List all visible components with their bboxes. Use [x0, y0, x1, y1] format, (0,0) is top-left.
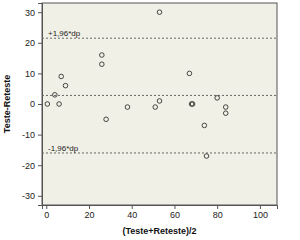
tick: 0 — [30, 99, 42, 109]
tick: 30 — [25, 8, 42, 18]
tick-mark — [217, 205, 218, 209]
tick-label: 20 — [25, 38, 35, 48]
tick-label: -10 — [22, 130, 35, 140]
tick: -10 — [22, 130, 42, 140]
tick-label: 60 — [170, 210, 180, 220]
x-axis-title: (Teste+Reteste)/2 — [122, 226, 196, 236]
y-axis: -30 -20 -10 0 10 20 30 — [22, 4, 43, 206]
plot: 0 20 40 60 80 100 -30 -20 -10 0 10 20 30 +1,96*dp -1,9… — [22, 3, 278, 220]
tick: 20 — [84, 205, 94, 220]
tick: -20 — [22, 161, 42, 171]
point — [157, 99, 162, 104]
plot-frame — [42, 3, 277, 205]
axis-line — [38, 4, 43, 206]
tick-mark — [46, 205, 47, 209]
point — [100, 53, 105, 58]
point — [59, 74, 64, 79]
point — [190, 102, 195, 107]
tick-label: 40 — [127, 210, 137, 220]
y-axis-title: Teste-Reteste — [2, 75, 12, 133]
tick-label: 80 — [213, 210, 223, 220]
x-axis: 0 20 40 60 80 100 — [43, 205, 278, 220]
tick: -30 — [22, 191, 42, 201]
tick: 40 — [127, 205, 137, 220]
tick-label: 0 — [44, 210, 49, 220]
tick: 10 — [25, 69, 42, 79]
point — [204, 154, 209, 159]
point — [157, 10, 162, 15]
tick-mark — [38, 196, 42, 197]
point — [45, 102, 50, 107]
tick: 20 — [25, 38, 42, 48]
tick-mark — [260, 205, 261, 209]
tick: 0 — [44, 205, 49, 220]
tick-label: 100 — [253, 210, 268, 220]
reference-label: -1,96*dp — [48, 144, 79, 153]
tick-label: 30 — [25, 8, 35, 18]
tick-mark — [174, 205, 175, 209]
chart: 0 20 40 60 80 100 -30 -20 -10 0 10 20 30 +1,96*dp -1,9… — [0, 0, 300, 240]
point — [104, 117, 109, 122]
point — [57, 102, 62, 107]
point — [187, 71, 192, 76]
tick: 100 — [253, 205, 268, 220]
tick-label: 0 — [30, 99, 35, 109]
point — [215, 96, 220, 101]
tick: 60 — [170, 205, 180, 220]
tick-label: 20 — [84, 210, 94, 220]
tick-label: 10 — [25, 69, 35, 79]
point — [153, 105, 158, 110]
point — [202, 123, 207, 128]
point — [100, 62, 105, 67]
tick-mark — [38, 12, 42, 13]
point — [223, 111, 228, 116]
marks — [42, 10, 277, 158]
tick-mark — [89, 205, 90, 209]
tick: 80 — [213, 205, 223, 220]
point — [125, 105, 130, 110]
point — [63, 83, 68, 88]
tick-label: -30 — [22, 191, 35, 201]
reference-label: +1,96*dp — [48, 29, 81, 38]
axis-line — [43, 206, 278, 210]
point — [223, 105, 228, 110]
tick-mark — [38, 104, 42, 105]
point — [53, 93, 58, 98]
tick-mark — [38, 135, 42, 136]
tick-mark — [38, 73, 42, 74]
tick-mark — [38, 165, 42, 166]
tick-label: -20 — [22, 161, 35, 171]
tick-mark — [38, 43, 42, 44]
tick-mark — [132, 205, 133, 209]
reference-line — [42, 95, 277, 96]
